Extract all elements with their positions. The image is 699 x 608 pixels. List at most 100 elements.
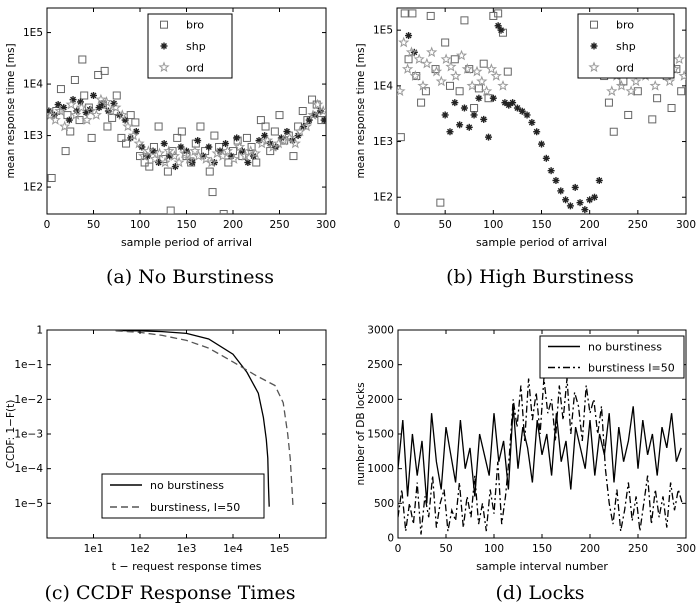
caption-d: (d) Locks	[495, 582, 585, 604]
data-point	[270, 127, 279, 136]
data-point	[440, 53, 452, 65]
data-point	[168, 150, 181, 161]
data-point	[590, 193, 598, 201]
data-point	[194, 137, 202, 145]
y-tick-label: 1e−2	[14, 394, 43, 406]
data-point	[108, 113, 117, 122]
data-point	[294, 125, 306, 137]
data-point	[446, 128, 454, 136]
x-tick-label: 50	[87, 219, 100, 231]
legend-label: no burstiness	[150, 479, 224, 492]
data-point	[131, 118, 140, 127]
y-tick-label: 1E3	[23, 130, 43, 142]
x-tick-label: 250	[628, 543, 648, 555]
series-no-burstiness-line	[115, 330, 270, 507]
x-tick-label: 250	[628, 219, 648, 231]
data-point	[505, 101, 513, 109]
data-point	[308, 95, 317, 104]
data-point	[298, 107, 307, 115]
y-tick-label: 1E2	[373, 192, 393, 204]
y-tick-label: 500	[374, 498, 394, 510]
data-point	[78, 55, 87, 64]
data-point	[145, 162, 154, 171]
data-point	[127, 129, 140, 141]
legend-marker	[158, 61, 170, 73]
y-tick-label: 1E3	[373, 136, 393, 148]
data-point	[122, 120, 134, 132]
data-point	[289, 137, 301, 149]
data-point	[476, 75, 488, 87]
chart-panel-b: 0 50 100 150 200 250 300 1E2 1E3 1E4 1E5 sample per…	[355, 7, 696, 249]
data-point	[138, 150, 150, 161]
data-point	[100, 66, 109, 75]
data-point	[542, 154, 550, 162]
legend-marker	[160, 42, 168, 50]
data-point	[494, 22, 502, 30]
data-point	[501, 99, 509, 107]
data-point	[455, 49, 468, 61]
x-tick-label: 0	[44, 219, 51, 231]
data-point	[219, 210, 228, 214]
legend-box	[539, 335, 685, 379]
data-point	[441, 111, 449, 119]
data-point	[133, 137, 145, 149]
data-point	[624, 110, 633, 119]
data-point	[566, 202, 574, 210]
data-point	[465, 123, 473, 131]
data-point	[426, 11, 435, 20]
data-point	[47, 109, 57, 120]
x-tick-label: 0	[394, 219, 401, 231]
y-tick-label: 1E5	[373, 25, 393, 37]
data-point	[417, 98, 426, 107]
data-point	[163, 167, 172, 176]
legend-label: burstiness, I=50	[150, 501, 240, 514]
data-point	[189, 145, 201, 156]
data-point	[149, 153, 161, 164]
data-point	[518, 107, 526, 115]
data-point	[100, 95, 113, 107]
data-point	[103, 122, 112, 131]
data-point	[154, 122, 163, 131]
data-point	[90, 109, 102, 120]
data-point	[59, 120, 71, 132]
data-point	[177, 143, 185, 151]
y-tick-label: 1E2	[23, 182, 43, 194]
y-tick-label: 1E4	[23, 79, 43, 91]
data-point	[648, 115, 657, 124]
data-point	[211, 147, 223, 159]
data-point	[625, 85, 637, 97]
data-point	[435, 75, 447, 87]
legend-label: ord	[186, 61, 204, 74]
data-point	[497, 80, 509, 91]
x-tick-label: 100	[483, 219, 503, 231]
data-point	[163, 145, 175, 156]
data-point	[126, 111, 135, 120]
data-point	[673, 53, 685, 65]
data-point	[284, 131, 296, 143]
data-point	[445, 81, 454, 90]
data-point	[205, 156, 218, 168]
data-point	[192, 150, 205, 161]
legend-label: no burstiness	[588, 341, 662, 354]
data-point	[95, 104, 103, 112]
data-point	[105, 105, 117, 116]
data-point	[581, 206, 589, 214]
data-point	[408, 9, 417, 18]
data-point	[678, 70, 686, 81]
data-point	[272, 137, 285, 149]
y-tick-label: 1E5	[23, 27, 43, 39]
caption-a: (a) No Burstiness	[105, 266, 275, 288]
data-point	[538, 140, 545, 148]
data-point	[426, 46, 438, 58]
data-point	[571, 183, 579, 191]
data-point	[489, 94, 497, 102]
data-point	[153, 147, 166, 159]
data-point	[485, 63, 498, 74]
y-axis-label: CCDF: 1−F(t)	[5, 400, 17, 469]
data-point	[405, 32, 413, 40]
data-point	[451, 99, 459, 107]
x-tick-label: 100	[484, 543, 504, 555]
x-tick-label: 1e4	[223, 543, 243, 555]
chart-panel-c: 1e1 1e2 1e3 1e4 1e5 1e−5 1e−4 1e−3 1e−2 1e−1 1 t − …	[5, 325, 327, 573]
legend-marker	[588, 61, 600, 73]
